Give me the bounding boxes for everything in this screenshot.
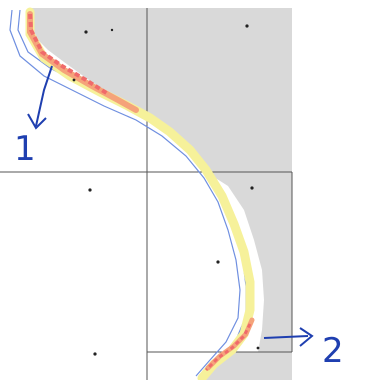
point-marker: [245, 24, 249, 28]
land-tile-mid-right: [206, 172, 292, 352]
arrow-2-line: [263, 335, 309, 339]
grid: [0, 8, 293, 380]
band-high-segment-south: [204, 323, 252, 372]
point-marker: [250, 186, 254, 190]
coastal-band: [25, 7, 255, 380]
point-marker: [216, 260, 220, 264]
land-tile-bottom-right: [200, 352, 292, 380]
annotation-2: 2: [263, 327, 344, 371]
band-high-segment: [28, 13, 110, 96]
arrow-1-head-icon: [27, 113, 47, 130]
land-tile-top-left: [28, 8, 147, 118]
point-marker: [84, 30, 88, 34]
point-markers: [72, 24, 260, 356]
land-area: [28, 8, 292, 380]
arrow-1-line: [35, 65, 53, 127]
annotation-1: 1: [14, 65, 53, 169]
point-marker: [110, 28, 114, 32]
annotation-2-label: 2: [322, 331, 344, 371]
sea-area: [0, 0, 252, 380]
point-marker: [72, 78, 76, 82]
arrow-2-head-icon: [299, 327, 314, 347]
point-marker: [256, 346, 260, 350]
coastline-outer: [9, 9, 241, 377]
point-marker: [88, 188, 92, 192]
point-marker: [93, 352, 97, 356]
annotation-1-label: 1: [14, 129, 36, 169]
